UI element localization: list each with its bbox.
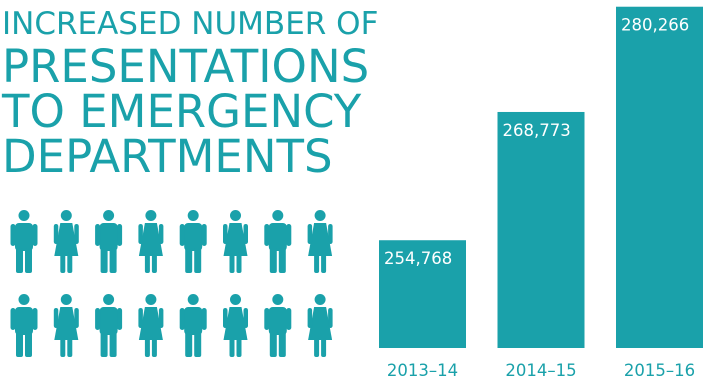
headline-line-1: INCREASED NUMBER OF	[2, 6, 379, 42]
people-pictogram	[10, 210, 333, 357]
male-person-icon	[179, 294, 207, 357]
female-person-icon	[307, 210, 333, 273]
bar-value-label-2: 280,266	[621, 16, 689, 35]
male-person-icon	[10, 210, 38, 273]
male-person-icon	[264, 294, 292, 357]
category-label-2: 2015–16	[624, 361, 695, 380]
male-person-icon	[95, 210, 123, 273]
headline: INCREASED NUMBER OF PRESENTATIONS TO EME…	[2, 4, 378, 179]
male-person-icon	[95, 294, 123, 357]
female-person-icon	[223, 210, 248, 273]
female-person-icon	[138, 294, 164, 357]
female-person-icon	[223, 294, 248, 357]
male-person-icon	[179, 210, 207, 273]
male-person-icon	[10, 294, 38, 357]
headline-line-4: DEPARTMENTS	[2, 130, 333, 183]
bar-value-label-1: 268,773	[503, 121, 571, 140]
headline-line-2: PRESENTATIONS	[2, 40, 370, 93]
bar-value-label-0: 254,768	[384, 249, 452, 268]
female-person-icon	[138, 210, 164, 273]
female-person-icon	[53, 210, 79, 273]
category-label-0: 2013–14	[387, 361, 458, 380]
female-person-icon	[53, 294, 79, 357]
bar-1	[497, 111, 585, 349]
female-person-icon	[307, 294, 333, 357]
bar-2	[616, 6, 703, 349]
bar-0	[379, 240, 466, 348]
category-label-1: 2014–15	[505, 361, 576, 380]
male-person-icon	[264, 210, 292, 273]
headline-line-3: TO EMERGENCY	[2, 85, 362, 138]
